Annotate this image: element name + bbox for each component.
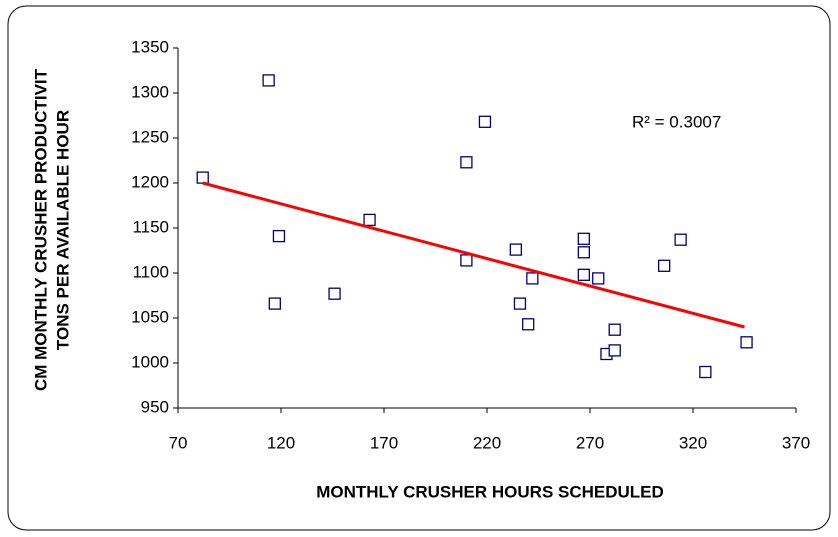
chart-border [7,5,831,531]
x-tick-label: 70 [169,433,188,452]
trendline [202,181,745,329]
x-tick-label: 170 [370,433,398,452]
y-tick-label: 1000 [131,352,169,371]
x-tick-label: 220 [473,433,501,452]
point [460,254,473,267]
point [509,243,522,256]
point [272,229,286,243]
point [478,115,492,128]
y-tick-label: 1300 [131,82,169,101]
y-tick-label: 1200 [131,172,169,191]
y-tick-label: 1250 [131,127,169,146]
x-tick-label: 320 [679,433,707,452]
point [460,156,473,169]
y-tick-label: 950 [141,397,169,416]
point [522,318,535,331]
point [577,268,590,281]
point [740,336,753,349]
point [328,287,341,300]
x-tick-label: 370 [782,433,810,452]
annotation: R² = 0.3007 [632,112,721,131]
point [608,344,621,357]
point [699,365,712,379]
point [577,246,590,259]
y-tick-label: 1350 [131,37,169,56]
point [674,233,687,246]
point [262,74,275,87]
y-tick-label: 1150 [132,217,169,236]
x-tick-label: 120 [267,433,295,452]
point [513,297,527,310]
point [268,297,281,310]
y-axis-title: TONS PER AVAILABLE HOUR [53,110,72,350]
point [526,272,539,285]
point [577,232,590,245]
y-tick-label: 1100 [132,262,169,281]
point [608,323,621,336]
y-tick-label: 1050 [131,307,169,326]
point [363,213,376,227]
point [196,171,209,184]
x-tick-label: 270 [576,433,604,452]
y-axis-title: CM MONTHLY CRUSHER PRODUCTIVIT [31,68,50,391]
point [658,259,671,272]
x-axis-title: MONTHLY CRUSHER HOURS SCHEDULED [316,482,664,501]
point [592,272,605,285]
